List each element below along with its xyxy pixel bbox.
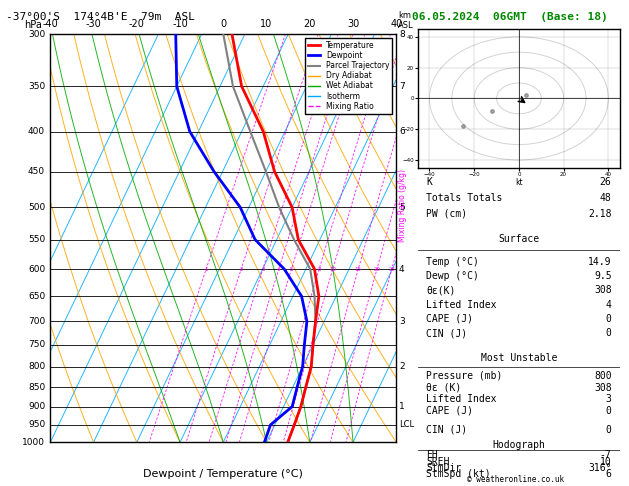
Text: 5: 5 [399, 203, 405, 212]
Text: 1000: 1000 [22, 438, 45, 447]
Text: 3: 3 [606, 394, 611, 404]
Text: -30: -30 [86, 19, 101, 29]
Text: 6: 6 [399, 127, 405, 136]
Text: 2: 2 [240, 266, 243, 272]
Text: 06.05.2024  06GMT  (Base: 18): 06.05.2024 06GMT (Base: 18) [412, 12, 608, 22]
Text: 800: 800 [28, 362, 45, 371]
Text: CAPE (J): CAPE (J) [426, 405, 474, 416]
Text: StmSpd (kt): StmSpd (kt) [426, 469, 491, 479]
Text: Hodograph: Hodograph [493, 440, 545, 450]
Text: Mixing Ratio (g/kg): Mixing Ratio (g/kg) [398, 169, 407, 242]
Text: 10: 10 [329, 266, 337, 272]
Text: K: K [426, 177, 432, 188]
X-axis label: kt: kt [515, 178, 523, 187]
Text: 40: 40 [390, 19, 403, 29]
Text: 10: 10 [600, 456, 611, 467]
Text: 48: 48 [600, 193, 611, 203]
Text: hPa: hPa [25, 20, 42, 30]
Text: 308: 308 [594, 285, 611, 295]
Text: 30: 30 [347, 19, 359, 29]
Text: 0: 0 [606, 405, 611, 416]
Text: 25: 25 [388, 266, 395, 272]
Text: CIN (J): CIN (J) [426, 328, 467, 338]
Text: 0: 0 [220, 19, 226, 29]
Text: 800: 800 [594, 371, 611, 381]
Text: 15: 15 [355, 266, 362, 272]
Text: 950: 950 [28, 420, 45, 429]
Text: -20: -20 [129, 19, 145, 29]
Text: 2: 2 [399, 362, 404, 371]
Text: 9.5: 9.5 [594, 271, 611, 281]
Text: 6: 6 [606, 469, 611, 479]
Text: Lifted Index: Lifted Index [426, 394, 497, 404]
Text: EH: EH [426, 451, 438, 460]
Text: 4: 4 [277, 266, 281, 272]
Text: 850: 850 [28, 382, 45, 392]
Text: 316°: 316° [588, 463, 611, 473]
Text: 350: 350 [28, 82, 45, 91]
Text: 750: 750 [28, 340, 45, 349]
Text: θε(K): θε(K) [426, 285, 456, 295]
Text: 1: 1 [399, 402, 405, 411]
Text: Totals Totals: Totals Totals [426, 193, 503, 203]
Text: -40: -40 [42, 19, 58, 29]
Text: θε (K): θε (K) [426, 383, 462, 393]
Text: LCL: LCL [399, 420, 414, 429]
Text: 14.9: 14.9 [588, 257, 611, 267]
Text: 450: 450 [28, 167, 45, 176]
Legend: Temperature, Dewpoint, Parcel Trajectory, Dry Adiabat, Wet Adiabat, Isotherm, Mi: Temperature, Dewpoint, Parcel Trajectory… [305, 38, 392, 114]
Text: km
ASL: km ASL [398, 11, 414, 30]
Text: PW (cm): PW (cm) [426, 208, 467, 219]
Text: Lifted Index: Lifted Index [426, 300, 497, 310]
Text: Dewp (°C): Dewp (°C) [426, 271, 479, 281]
Text: 400: 400 [28, 127, 45, 136]
Text: 550: 550 [28, 235, 45, 244]
Text: 600: 600 [28, 264, 45, 274]
Text: Surface: Surface [498, 234, 540, 244]
Text: -10: -10 [172, 19, 188, 29]
Text: 4: 4 [399, 264, 404, 274]
Text: 7: 7 [399, 82, 405, 91]
Text: Temp (°C): Temp (°C) [426, 257, 479, 267]
Text: 308: 308 [594, 383, 611, 393]
Text: 26: 26 [600, 177, 611, 188]
Text: 5: 5 [290, 266, 293, 272]
Text: Most Unstable: Most Unstable [481, 353, 557, 364]
Text: 900: 900 [28, 402, 45, 411]
Text: 3: 3 [261, 266, 265, 272]
Text: SREH: SREH [426, 456, 450, 467]
Text: 300: 300 [28, 30, 45, 38]
Text: CAPE (J): CAPE (J) [426, 314, 474, 324]
Text: 8: 8 [318, 266, 321, 272]
Text: 20: 20 [374, 266, 381, 272]
Text: -7: -7 [600, 451, 611, 460]
Text: -37°00'S  174°4B'E  79m  ASL: -37°00'S 174°4B'E 79m ASL [6, 12, 195, 22]
Text: Dewpoint / Temperature (°C): Dewpoint / Temperature (°C) [143, 469, 303, 479]
Text: 4: 4 [606, 300, 611, 310]
Text: © weatheronline.co.uk: © weatheronline.co.uk [467, 474, 564, 484]
Text: 700: 700 [28, 317, 45, 326]
Text: Pressure (mb): Pressure (mb) [426, 371, 503, 381]
Text: 20: 20 [304, 19, 316, 29]
Text: 2.18: 2.18 [588, 208, 611, 219]
Text: 1: 1 [204, 266, 208, 272]
Text: 0: 0 [606, 314, 611, 324]
Text: 8: 8 [399, 30, 405, 38]
Text: 500: 500 [28, 203, 45, 212]
Text: 0: 0 [606, 425, 611, 434]
Text: CIN (J): CIN (J) [426, 425, 467, 434]
Text: 650: 650 [28, 292, 45, 301]
Text: 0: 0 [606, 328, 611, 338]
Text: 3: 3 [399, 317, 405, 326]
Text: 10: 10 [260, 19, 272, 29]
Text: StmDir: StmDir [426, 463, 462, 473]
